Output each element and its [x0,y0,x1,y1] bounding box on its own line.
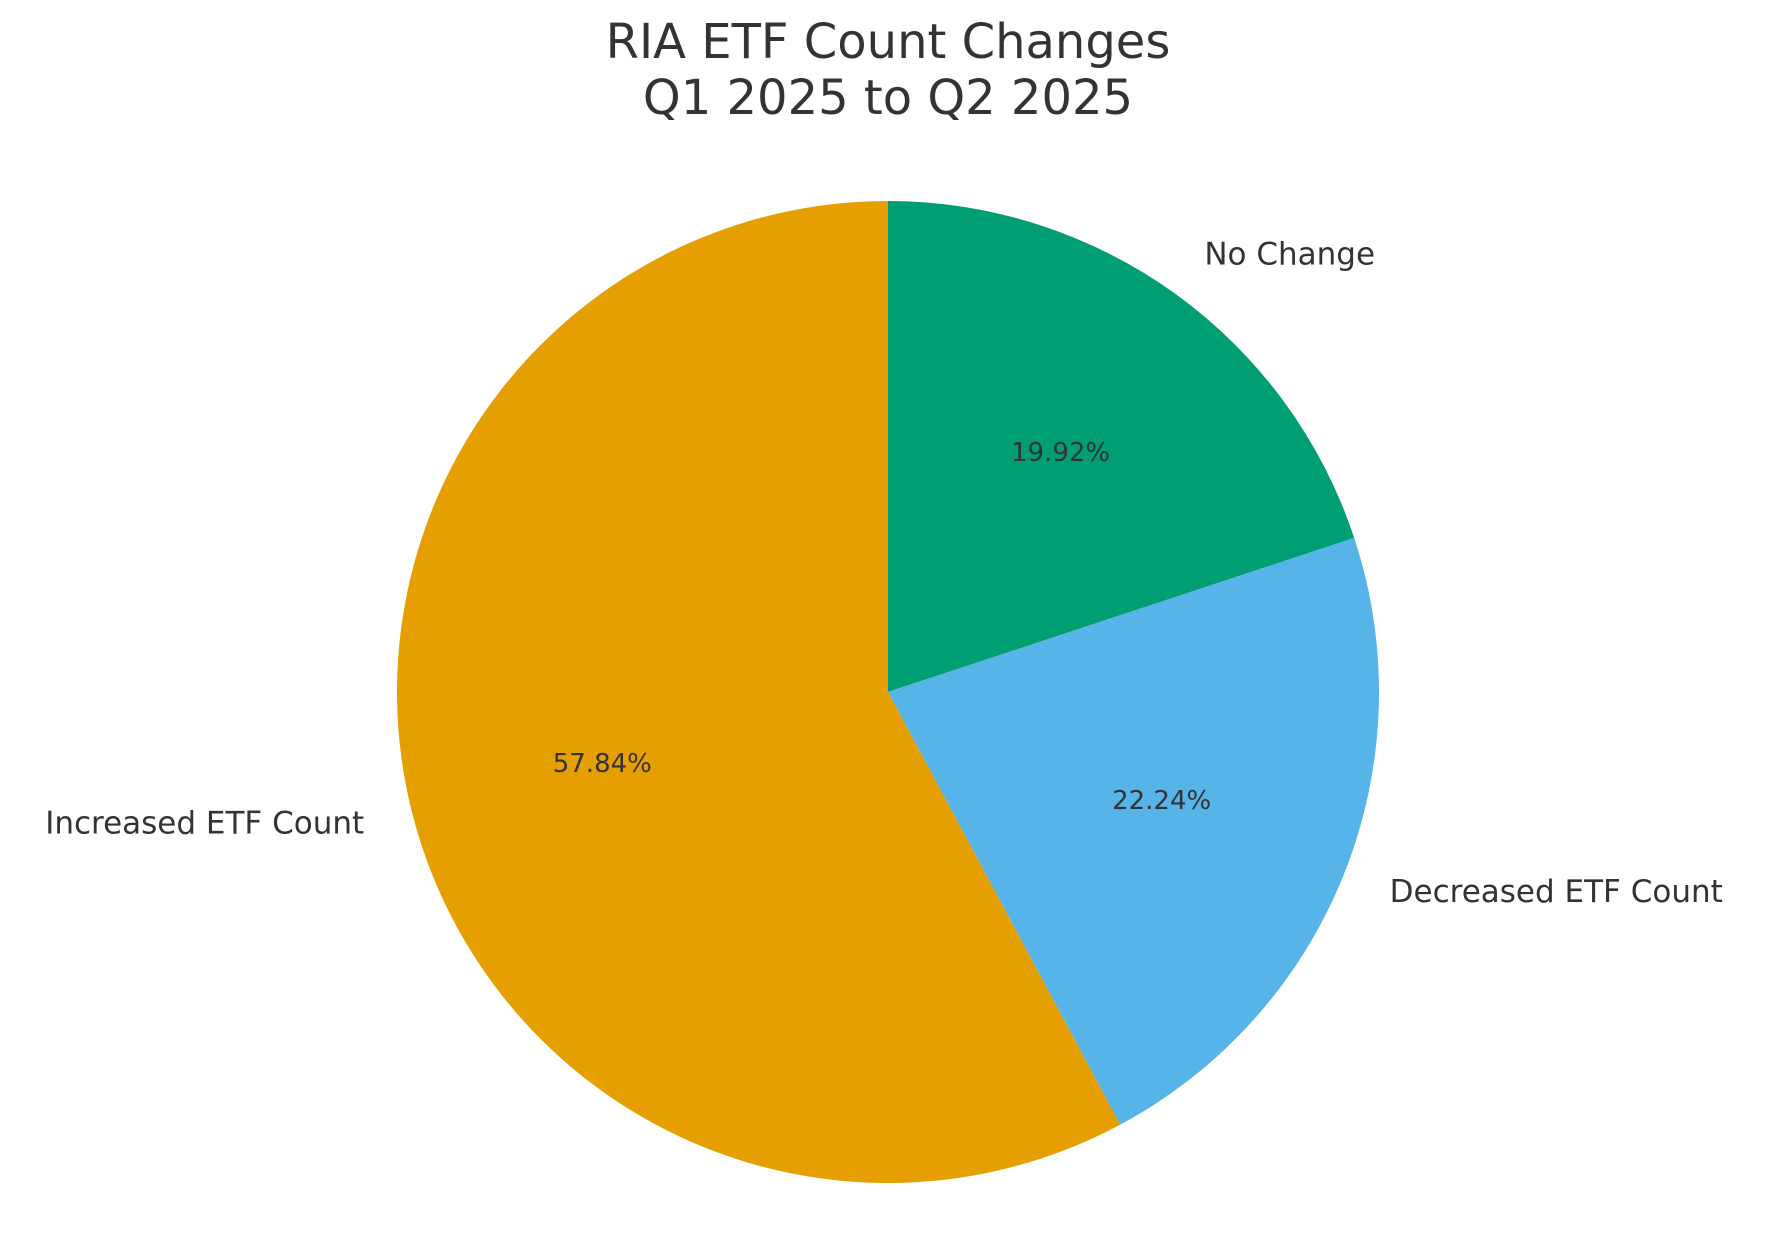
pie-slice-decreased-etf-count [888,537,1380,1125]
pie-slice-no-change [888,201,1355,692]
chart-title: RIA ETF Count Changes Q1 2025 to Q2 2025 [606,14,1171,126]
pie-slices [397,201,1380,1183]
pie-category-label-no-change: No Change [1204,236,1375,272]
pie-value-label-no-change: 19.92% [1011,438,1110,468]
pie-value-label-decreased-etf-count: 22.24% [1112,786,1211,816]
pie-value-label-increased-etf-count: 57.84% [553,749,652,779]
pie-labels: 19.92% No Change 22.24% Decreased ETF Count… [45,236,1723,910]
chart-title-line-2: Q1 2025 to Q2 2025 [643,70,1133,126]
pie-category-label-decreased-etf-count: Decreased ETF Count [1390,874,1723,910]
pie-category-label-increased-etf-count: Increased ETF Count [45,806,364,842]
chart-title-line-1: RIA ETF Count Changes [606,14,1171,70]
pie-slice-increased-etf-count [397,201,1121,1183]
